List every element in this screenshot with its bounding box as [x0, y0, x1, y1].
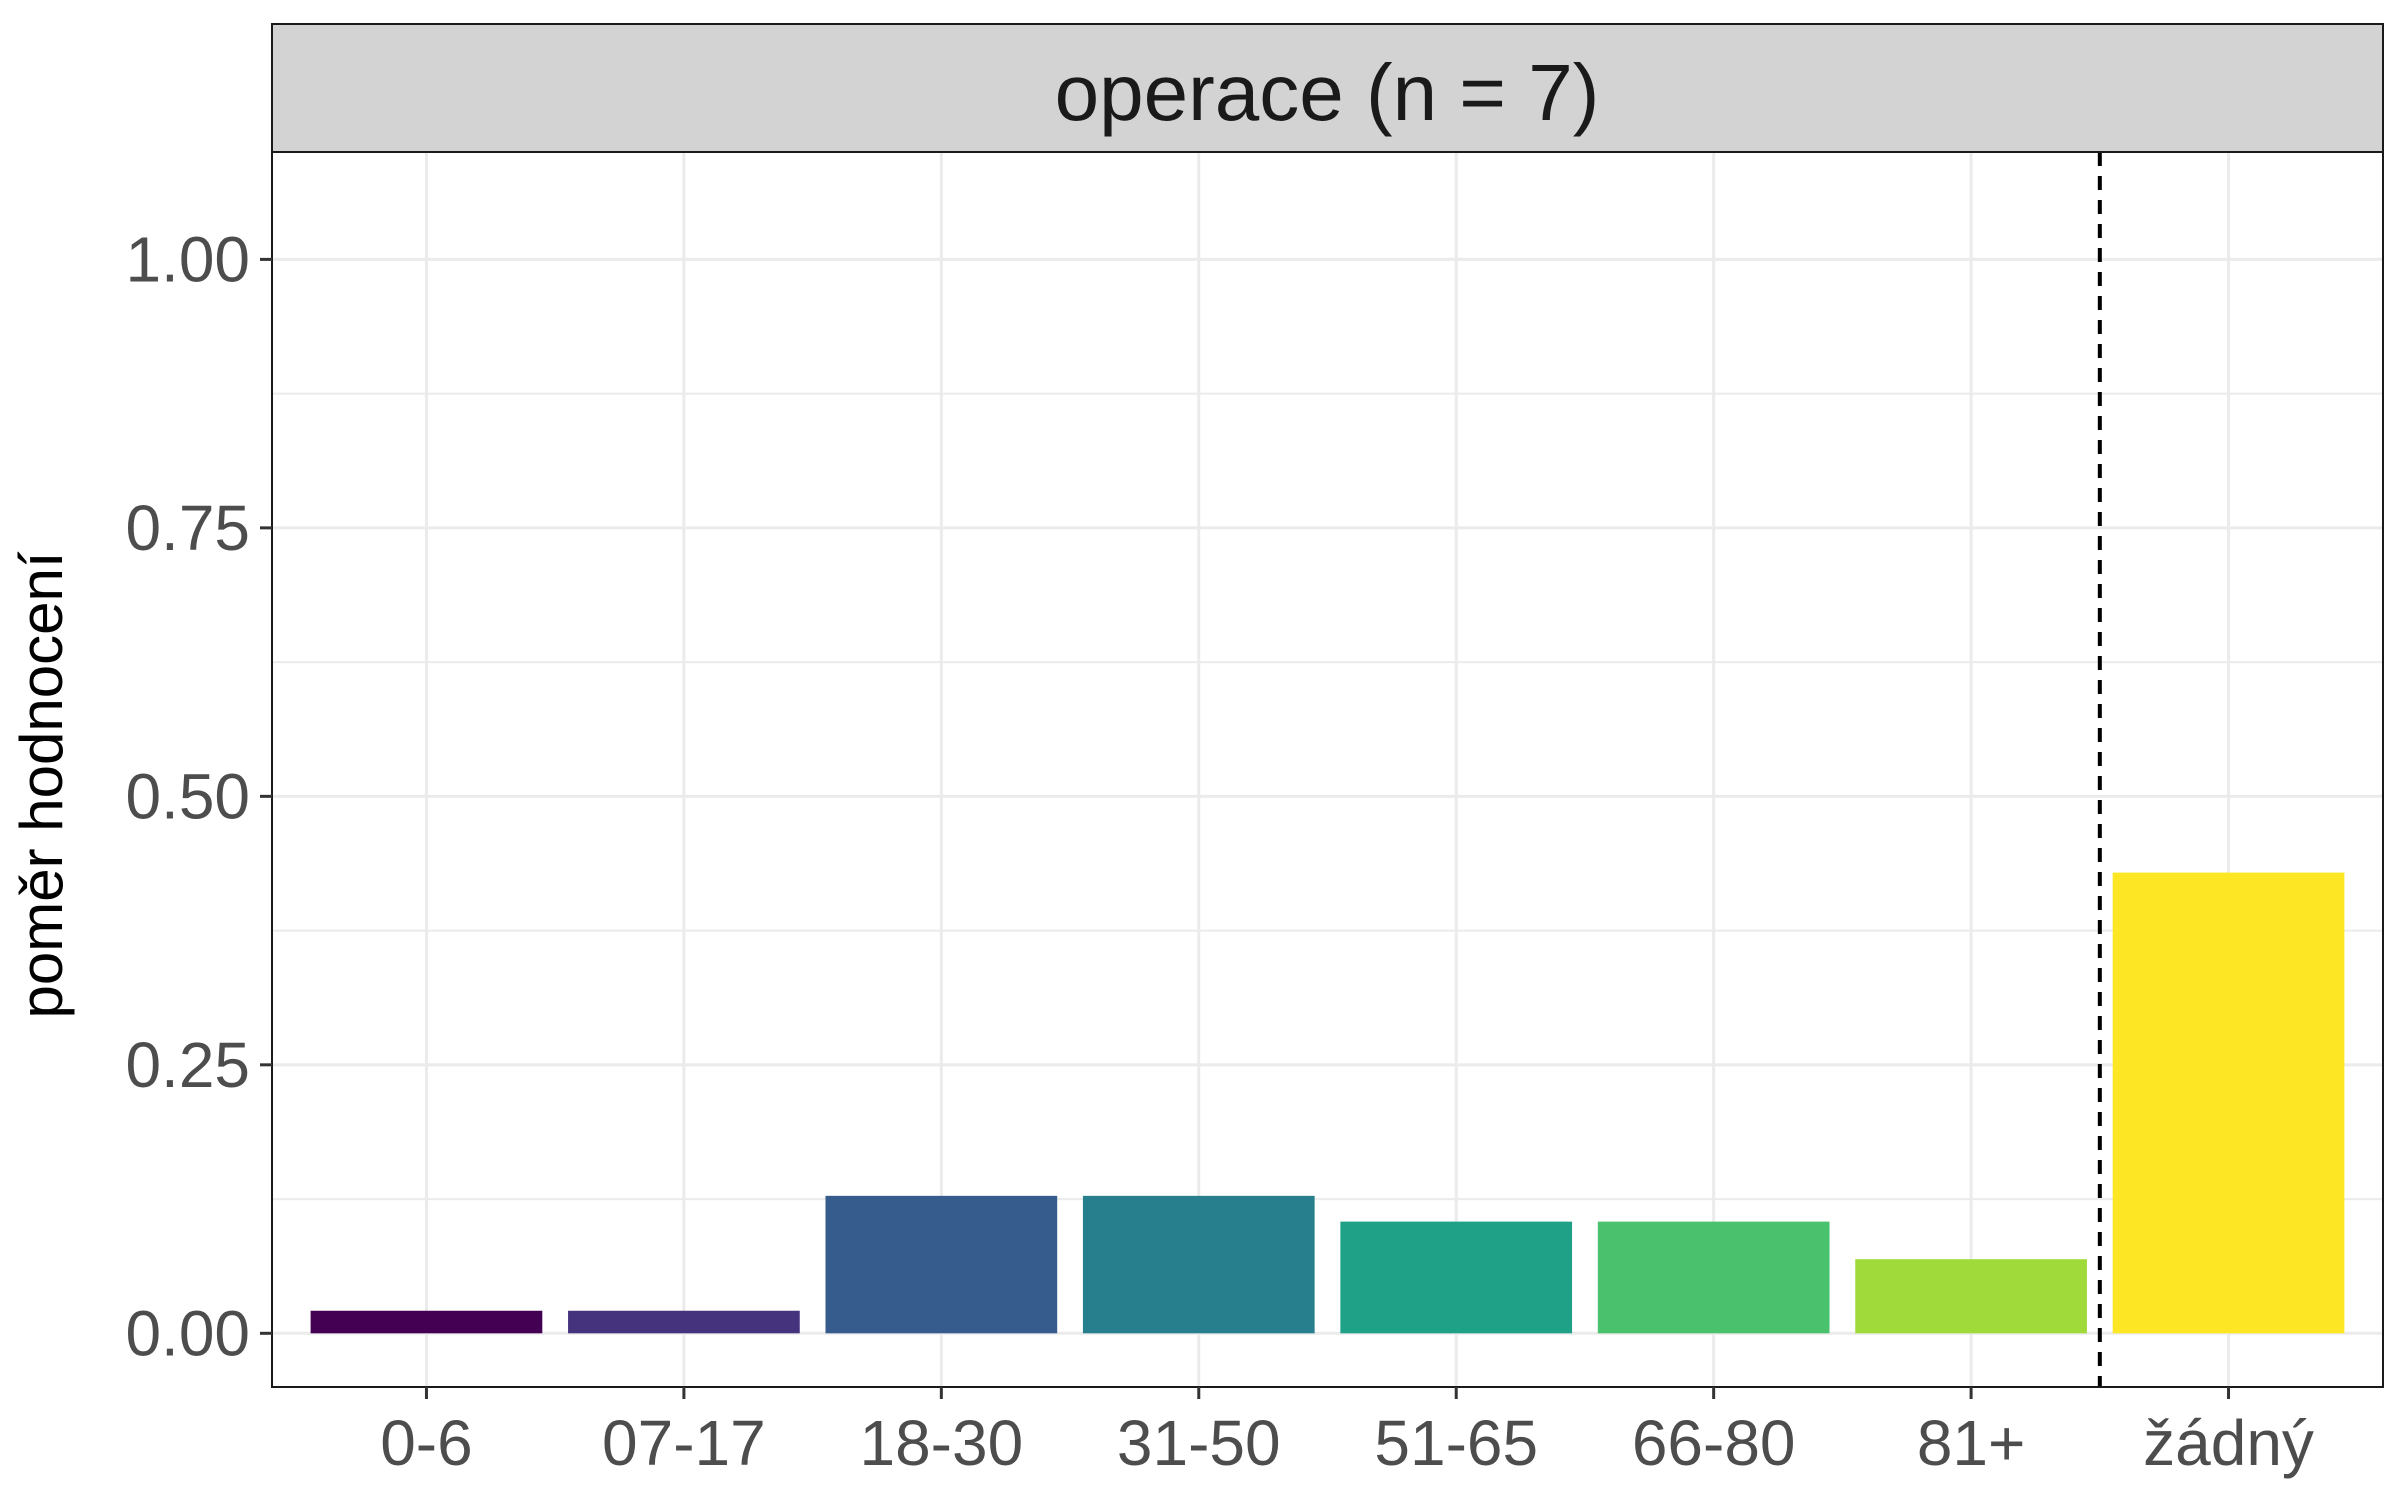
y-tick-label: 0.00	[125, 1297, 250, 1369]
y-axis: 0.00 0.25 0.50 0.75 1.00	[125, 223, 272, 1369]
bar-žádný	[2112, 872, 2345, 1334]
x-axis: 0-6 07-17 18-30 31-50 51-65 66-80 81+ žádný	[380, 1387, 2314, 1479]
y-tick-label: 0.25	[125, 1029, 250, 1101]
bar-51-65	[1340, 1221, 1573, 1334]
y-tick-label: 1.00	[125, 223, 250, 295]
y-tick-label: 0.50	[125, 760, 250, 832]
bars	[310, 872, 2345, 1334]
facet-strip	[271, 23, 2384, 153]
x-tick-label: 18-30	[859, 1407, 1023, 1479]
y-axis-title: poměr hodnocení	[8, 551, 75, 1018]
facet-title: operace (n = 7)	[1055, 48, 1600, 137]
y-tick-label: 0.75	[125, 492, 250, 564]
x-tick-label: 81+	[1917, 1407, 2026, 1479]
bar-07-17	[568, 1310, 800, 1334]
x-tick-label: 31-50	[1117, 1407, 1281, 1479]
x-tick-label: 0-6	[380, 1407, 473, 1479]
bar-81+	[1855, 1259, 2087, 1334]
x-tick-label: žádný	[2143, 1407, 2314, 1479]
bar-18-30	[825, 1195, 1058, 1334]
plot-panel	[272, 152, 2383, 1387]
bar-0-6	[310, 1310, 543, 1334]
bar-66-80	[1597, 1221, 1830, 1334]
bar-31-50	[1082, 1195, 1315, 1334]
x-tick-label: 66-80	[1632, 1407, 1796, 1479]
grid-major	[272, 152, 2383, 1387]
x-tick-label: 07-17	[602, 1407, 766, 1479]
x-tick-label: 51-65	[1374, 1407, 1538, 1479]
grid-minor	[272, 392, 2383, 1201]
panel-border	[271, 151, 2384, 1388]
